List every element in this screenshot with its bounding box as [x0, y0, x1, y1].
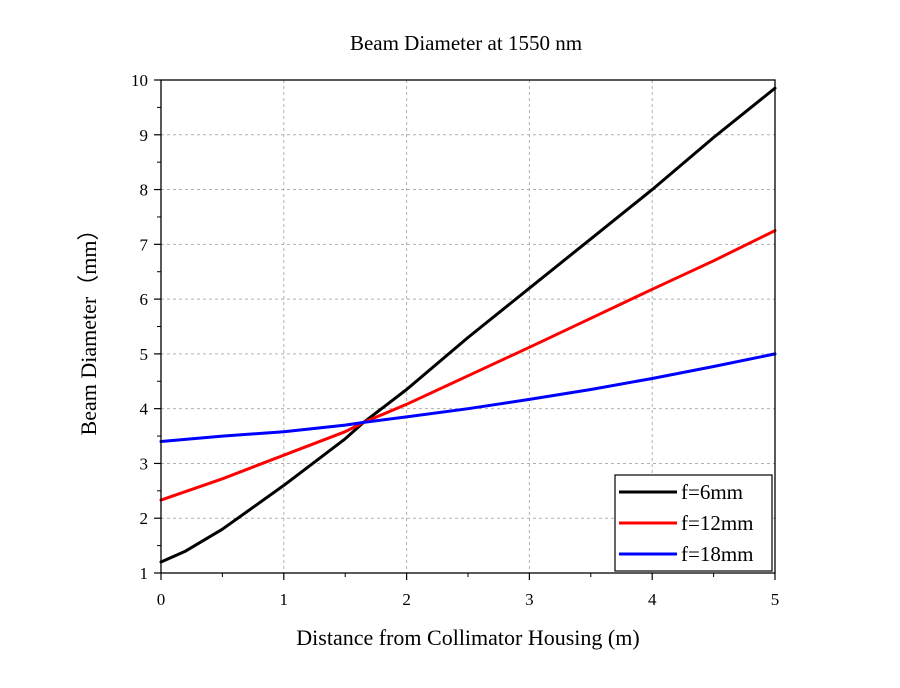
y-tick-label: 9	[140, 126, 149, 145]
series-line	[159, 86, 777, 564]
y-tick-label: 5	[140, 345, 149, 364]
y-tick-label: 3	[140, 454, 149, 473]
y-tick-label: 6	[140, 290, 149, 309]
y-axis-label: Beam Diameter（mm）	[76, 219, 101, 436]
legend-label: f=6mm	[681, 480, 743, 504]
legend-label: f=18mm	[681, 542, 754, 566]
chart-title: Beam Diameter at 1550 nm	[350, 31, 582, 55]
legend: f=6mm f=12mm f=18mm	[614, 474, 773, 572]
y-tick-label: 4	[140, 400, 149, 419]
x-tick-label: 3	[525, 590, 534, 609]
y-tick-label: 10	[131, 71, 148, 90]
series-line	[159, 229, 777, 502]
y-tick-label: 1	[140, 564, 149, 583]
series-layer	[159, 86, 777, 564]
y-tick-label: 8	[140, 181, 149, 200]
x-axis-label: Distance from Collimator Housing (m)	[296, 625, 639, 650]
legend-label: f=12mm	[681, 511, 754, 535]
x-tick-label: 5	[771, 590, 780, 609]
x-tick-label: 1	[280, 590, 289, 609]
x-tick-label: 0	[157, 590, 166, 609]
y-tick-label: 2	[140, 509, 149, 528]
series-line	[159, 352, 777, 443]
x-tick-label: 2	[402, 590, 411, 609]
x-tick-label: 4	[648, 590, 657, 609]
y-tick-label: 7	[140, 235, 149, 254]
